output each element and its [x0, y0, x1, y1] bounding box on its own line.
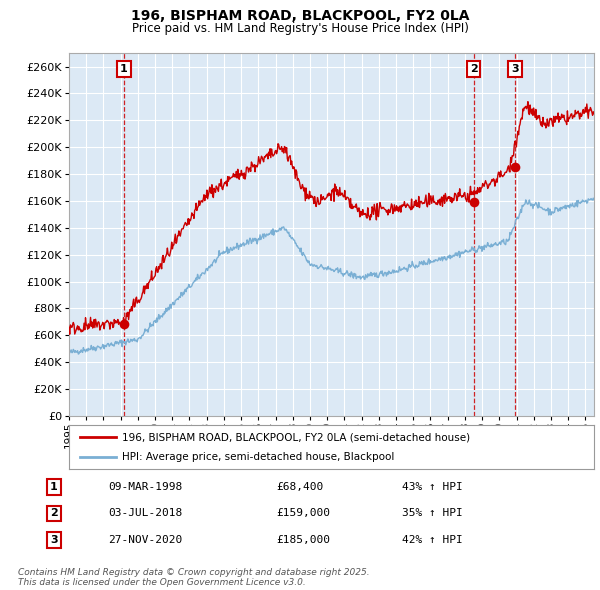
- Text: 3: 3: [511, 64, 519, 74]
- Text: 3: 3: [50, 535, 58, 545]
- Text: 2: 2: [470, 64, 478, 74]
- Text: HPI: Average price, semi-detached house, Blackpool: HPI: Average price, semi-detached house,…: [121, 452, 394, 461]
- Text: 196, BISPHAM ROAD, BLACKPOOL, FY2 0LA: 196, BISPHAM ROAD, BLACKPOOL, FY2 0LA: [131, 9, 469, 23]
- Text: £68,400: £68,400: [276, 482, 323, 491]
- Text: 42% ↑ HPI: 42% ↑ HPI: [402, 535, 463, 545]
- Text: 43% ↑ HPI: 43% ↑ HPI: [402, 482, 463, 491]
- Text: 35% ↑ HPI: 35% ↑ HPI: [402, 509, 463, 518]
- Text: £185,000: £185,000: [276, 535, 330, 545]
- Text: £159,000: £159,000: [276, 509, 330, 518]
- Text: 09-MAR-1998: 09-MAR-1998: [108, 482, 182, 491]
- Text: Contains HM Land Registry data © Crown copyright and database right 2025.
This d: Contains HM Land Registry data © Crown c…: [18, 568, 370, 587]
- Text: Price paid vs. HM Land Registry's House Price Index (HPI): Price paid vs. HM Land Registry's House …: [131, 22, 469, 35]
- Text: 1: 1: [50, 482, 58, 491]
- Text: 03-JUL-2018: 03-JUL-2018: [108, 509, 182, 518]
- Text: 2: 2: [50, 509, 58, 518]
- Text: 196, BISPHAM ROAD, BLACKPOOL, FY2 0LA (semi-detached house): 196, BISPHAM ROAD, BLACKPOOL, FY2 0LA (s…: [121, 432, 470, 442]
- Text: 27-NOV-2020: 27-NOV-2020: [108, 535, 182, 545]
- Text: 1: 1: [120, 64, 128, 74]
